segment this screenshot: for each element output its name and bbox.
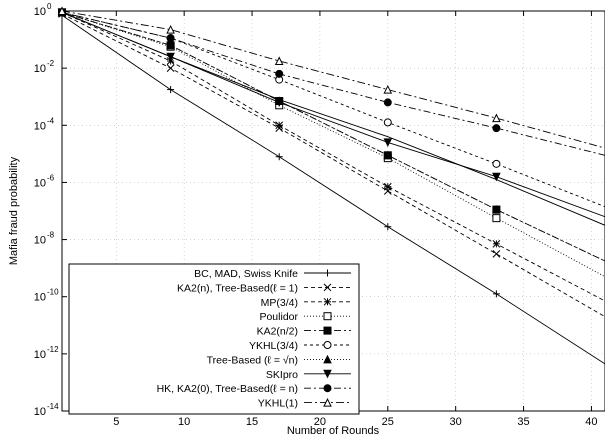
series-marker	[323, 326, 332, 335]
series-marker	[492, 172, 501, 182]
series-marker	[492, 214, 501, 223]
x-tick-label: 30	[450, 416, 462, 428]
series-lines	[61, 10, 605, 365]
series-marker	[383, 150, 393, 160]
legend-label: MP(3/4)	[261, 297, 298, 309]
series-marker	[383, 84, 393, 94]
series-marker	[166, 40, 175, 50]
y-tick-label: 10	[34, 177, 46, 189]
series-marker	[166, 34, 175, 43]
series-marker	[383, 98, 392, 107]
series-marker	[166, 52, 175, 62]
series-marker	[323, 283, 332, 292]
y-tick-exponent: -6	[47, 173, 55, 182]
series-marker	[166, 64, 175, 72]
y-tick-label: 10	[34, 120, 46, 132]
series-marker	[57, 6, 67, 15]
x-tick-label: 25	[382, 416, 394, 428]
x-tick-label: 10	[178, 416, 190, 428]
series-line-2	[61, 13, 605, 318]
legend-label: SKIpro	[266, 369, 298, 381]
legend-label: Tree-Based (ℓ = √n)	[207, 354, 298, 366]
series-marker	[323, 397, 332, 407]
legend-label: KA2(n/2)	[257, 326, 298, 338]
x-tick-label: 20	[314, 416, 326, 428]
y-tick-exponent: -14	[47, 402, 59, 411]
legend-label: HK, KA2(0), Tree-Based(ℓ = n)	[157, 383, 298, 395]
series-marker	[323, 354, 332, 364]
series-marker	[492, 250, 501, 258]
series-marker	[166, 24, 175, 34]
y-tick-label: 10	[34, 235, 46, 247]
series-line-9	[61, 11, 605, 156]
y-tick-label: 10	[34, 63, 46, 75]
series-marker	[383, 118, 392, 127]
x-tick-label: 15	[246, 416, 258, 428]
series-line-7	[61, 11, 605, 262]
x-axis-label: Number of Rounds	[287, 425, 380, 437]
legend-label: BC, MAD, Swiss Knife	[194, 268, 298, 280]
legend-label: KA2(n), Tree-Based(ℓ = 1)	[177, 282, 298, 294]
legend-label: Poulidor	[259, 311, 298, 323]
series-marker	[492, 124, 501, 133]
y-tick-label: 10	[34, 349, 46, 361]
y-tick-label: 10	[34, 292, 46, 304]
series-marker	[274, 56, 284, 65]
series-marker	[323, 341, 332, 349]
legend-label: YKHL(3/4)	[249, 340, 298, 352]
series-marker	[323, 369, 332, 379]
series-marker	[323, 384, 332, 393]
y-tick-exponent: 0	[47, 2, 52, 11]
series-line-3	[61, 11, 605, 302]
y-tick-label: 10	[34, 6, 46, 18]
series-line-10	[61, 10, 605, 149]
y-axis-label: Mafia fraud probability	[8, 156, 20, 265]
x-tick-label: 40	[585, 416, 597, 428]
series-line-11	[61, 11, 605, 226]
series-line-1	[61, 14, 605, 365]
series-marker	[275, 69, 284, 78]
y-tick-label: 10	[34, 406, 46, 418]
legend-box	[68, 263, 360, 415]
x-tick-label: 5	[113, 416, 119, 428]
y-tick-exponent: -2	[47, 59, 55, 68]
legend: BC, MAD, Swiss Knife KA2(n), Tree-Based(ℓ…	[68, 263, 360, 415]
series-marker	[383, 138, 393, 148]
series-markers	[57, 6, 501, 298]
y-tick-exponent: -10	[47, 288, 59, 297]
y-tick-exponent: -4	[47, 116, 55, 125]
series-marker	[492, 159, 501, 168]
series-marker	[274, 98, 284, 108]
y-tick-exponent: -8	[47, 231, 55, 240]
x-tick-label: 35	[517, 416, 529, 428]
legend-label: YKHL(1)	[258, 398, 298, 410]
series-line-4	[61, 11, 605, 278]
series-marker	[492, 113, 501, 123]
series-marker	[323, 312, 332, 321]
series-marker	[492, 204, 501, 214]
y-tick-exponent: -12	[47, 345, 59, 354]
